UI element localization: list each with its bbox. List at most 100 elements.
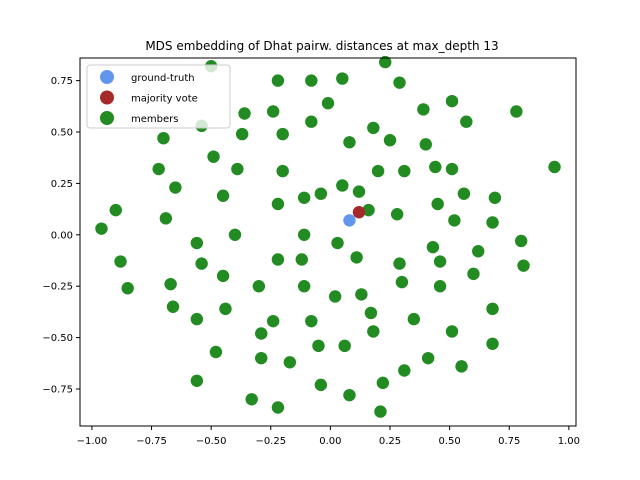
members-point (328, 290, 342, 303)
members-point (457, 187, 471, 200)
y-axis: −0.75 −0.50 −0.25 0.00 0.25 0.50 0.75 (42, 76, 80, 395)
members-point (486, 216, 499, 229)
members-point (417, 103, 430, 116)
members-point (297, 280, 311, 293)
y-tick-label: −0.50 (42, 333, 73, 344)
members-point (331, 236, 344, 250)
members-point (276, 127, 289, 141)
members-point (336, 179, 349, 192)
members-point (314, 378, 328, 392)
members-point (395, 275, 409, 289)
members-point (379, 55, 392, 69)
y-tick-label: 0.75 (51, 76, 73, 87)
members-point (231, 162, 244, 176)
members-point (407, 312, 421, 326)
members-point (421, 351, 435, 365)
members-point (429, 160, 442, 174)
chart-title: MDS embedding of Dhat pairw. distances a… (145, 39, 498, 53)
members-point (472, 245, 485, 258)
members-point (374, 405, 387, 418)
members-point (166, 300, 180, 313)
members-point (433, 255, 447, 268)
x-tick-label: −0.50 (196, 436, 227, 447)
members-point (276, 164, 289, 178)
members-point (383, 134, 397, 147)
y-tick-label: 0.25 (51, 179, 73, 190)
members-point (367, 121, 380, 135)
members-point (190, 374, 204, 387)
members-point (152, 162, 165, 176)
members-point (419, 138, 432, 151)
x-tick-label: −1.00 (77, 436, 108, 447)
members-point (305, 314, 318, 328)
members-point (548, 160, 561, 174)
members-point (271, 74, 285, 87)
members-point (207, 150, 220, 163)
x-tick-label: 0.75 (498, 436, 520, 447)
members-point (352, 185, 366, 198)
y-tick-label: 0.50 (51, 128, 73, 139)
members-point (488, 191, 502, 204)
members-point (514, 234, 528, 248)
members-point (355, 288, 368, 301)
members-point (228, 228, 242, 241)
members-point (367, 325, 380, 338)
members-point (297, 191, 311, 204)
members-point (95, 222, 108, 235)
members-point (393, 257, 406, 270)
members-point (510, 105, 523, 118)
ground-truth-point (343, 214, 356, 227)
members-point (376, 376, 390, 390)
members-point (321, 97, 335, 110)
members-point (195, 257, 208, 270)
x-tick-label: −0.75 (136, 436, 167, 447)
members-point (445, 325, 459, 338)
members-point (448, 214, 461, 227)
members-point (517, 259, 530, 272)
members-point (121, 282, 134, 295)
members-point (190, 312, 204, 326)
members-point (235, 127, 249, 141)
members-point (295, 253, 308, 266)
members-point (297, 228, 311, 241)
members-point (305, 115, 318, 128)
x-tick-label: 1.00 (558, 436, 580, 447)
members-point (305, 74, 318, 87)
members-point (312, 339, 325, 353)
members-point (371, 164, 385, 178)
members-point (169, 181, 182, 194)
members-point (486, 337, 499, 350)
members-point (433, 280, 447, 293)
legend-label-ground-truth: ground-truth (131, 73, 195, 84)
members-point (314, 187, 328, 200)
members-point (455, 360, 468, 373)
members-point (216, 189, 230, 202)
members-point (364, 306, 378, 320)
members-point (266, 105, 280, 118)
members-point (216, 269, 230, 283)
members-point (266, 314, 280, 328)
members-point (467, 267, 480, 281)
legend: ground-truth majority vote members (86, 64, 231, 129)
members-point (109, 203, 122, 217)
members-point (343, 388, 356, 402)
members-point (390, 208, 404, 221)
members-point (398, 164, 411, 178)
members-point (114, 255, 127, 268)
members-point (255, 327, 268, 340)
x-tick-label: 0.50 (438, 436, 460, 447)
legend-marker-ground-truth (100, 70, 114, 84)
y-tick-label: 0.00 (51, 230, 73, 241)
members-point (426, 240, 440, 254)
members-point (157, 131, 170, 145)
y-tick-label: −0.75 (42, 384, 73, 395)
members-point (460, 115, 473, 128)
x-tick-label: 0.25 (379, 436, 401, 447)
legend-marker-majority-vote (100, 90, 114, 105)
members-point (190, 236, 204, 250)
members-point (393, 76, 406, 89)
legend-box (86, 64, 231, 129)
y-tick-label: −0.25 (42, 282, 73, 293)
members-point (398, 364, 411, 377)
legend-label-majority-vote: majority vote (131, 94, 198, 105)
